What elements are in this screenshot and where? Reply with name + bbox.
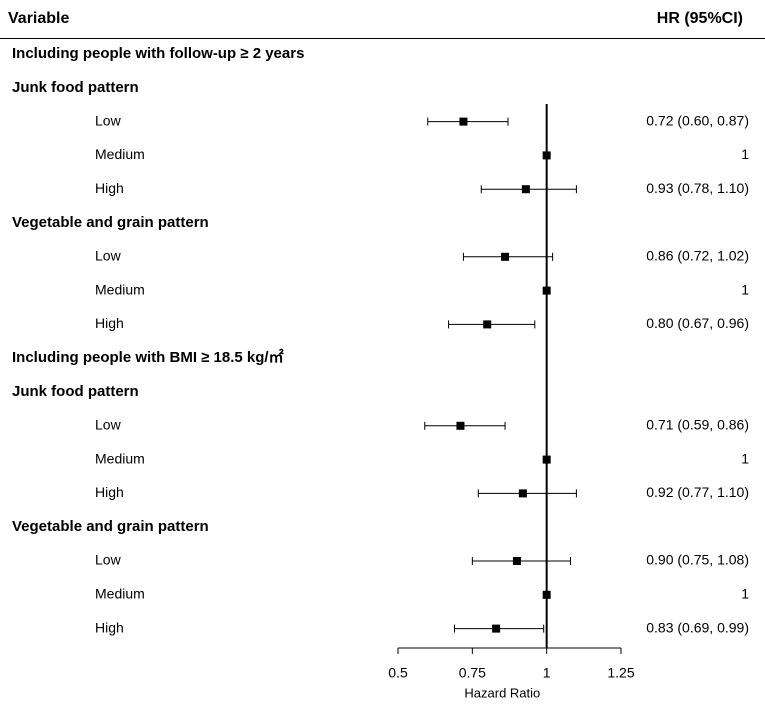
row-label: Low [95,417,122,433]
row-label: High [95,619,124,635]
x-tick-label: 0.5 [388,665,408,681]
row-label: Medium [95,586,145,602]
row-label: Low [95,112,122,128]
hr-ci-text: 0.83 (0.69, 0.99) [646,619,749,635]
table-header: Variable HR (95%CI) [0,0,765,38]
hr-point-estimate [521,185,530,194]
group-heading: Vegetable and grain pattern [12,214,209,231]
variable-column-header: Variable [8,10,70,27]
hr-ci-text: 0.71 (0.59, 0.86) [646,417,749,433]
x-axis-title: Hazard Ratio [464,685,540,700]
row-label: Medium [95,281,145,297]
hr-point-estimate [512,557,521,565]
hr-ci-text: 1 [741,450,749,466]
hr-point-estimate [483,320,492,329]
hr-ci-text: 0.93 (0.78, 1.10) [646,180,749,196]
row-label: Low [95,552,122,568]
hr-ci-text: 1 [741,281,749,297]
row-label: Low [95,248,122,264]
hr-ci-text: 0.92 (0.77, 1.10) [646,484,749,500]
hr-ci-text: 0.72 (0.60, 0.87) [646,112,749,128]
hr-ci-text: 0.80 (0.67, 0.96) [646,315,749,331]
hr-point-estimate [492,624,501,633]
hr-ci-text: 0.90 (0.75, 1.08) [646,552,749,568]
hr-point-estimate [459,117,468,126]
hr-column-header: HR (95%CI) [656,10,743,27]
row-label: Medium [95,146,145,162]
row-label: Medium [95,450,145,466]
row-label: High [95,315,124,331]
hr-ci-text: 1 [741,146,749,162]
header-divider [0,38,765,39]
hr-ci-text: 0.86 (0.72, 1.02) [646,248,749,264]
hr-ci-text: 1 [741,586,749,602]
group-heading: Vegetable and grain pattern [12,518,209,535]
hr-point-estimate [456,421,465,430]
x-tick-label: 1.25 [607,665,634,681]
x-tick-label: 0.75 [459,665,486,681]
hr-point-estimate [518,489,527,498]
x-tick-label: 1 [543,665,551,681]
row-label: High [95,180,124,196]
group-heading: Junk food pattern [12,79,139,96]
section-heading: Including people with follow-up ≥ 2 year… [12,45,304,62]
row-label: High [95,484,124,500]
group-heading: Junk food pattern [12,383,139,400]
section-heading: Including people with BMI ≥ 18.5 kg/㎡ [12,348,284,366]
hr-point-estimate [501,252,510,261]
